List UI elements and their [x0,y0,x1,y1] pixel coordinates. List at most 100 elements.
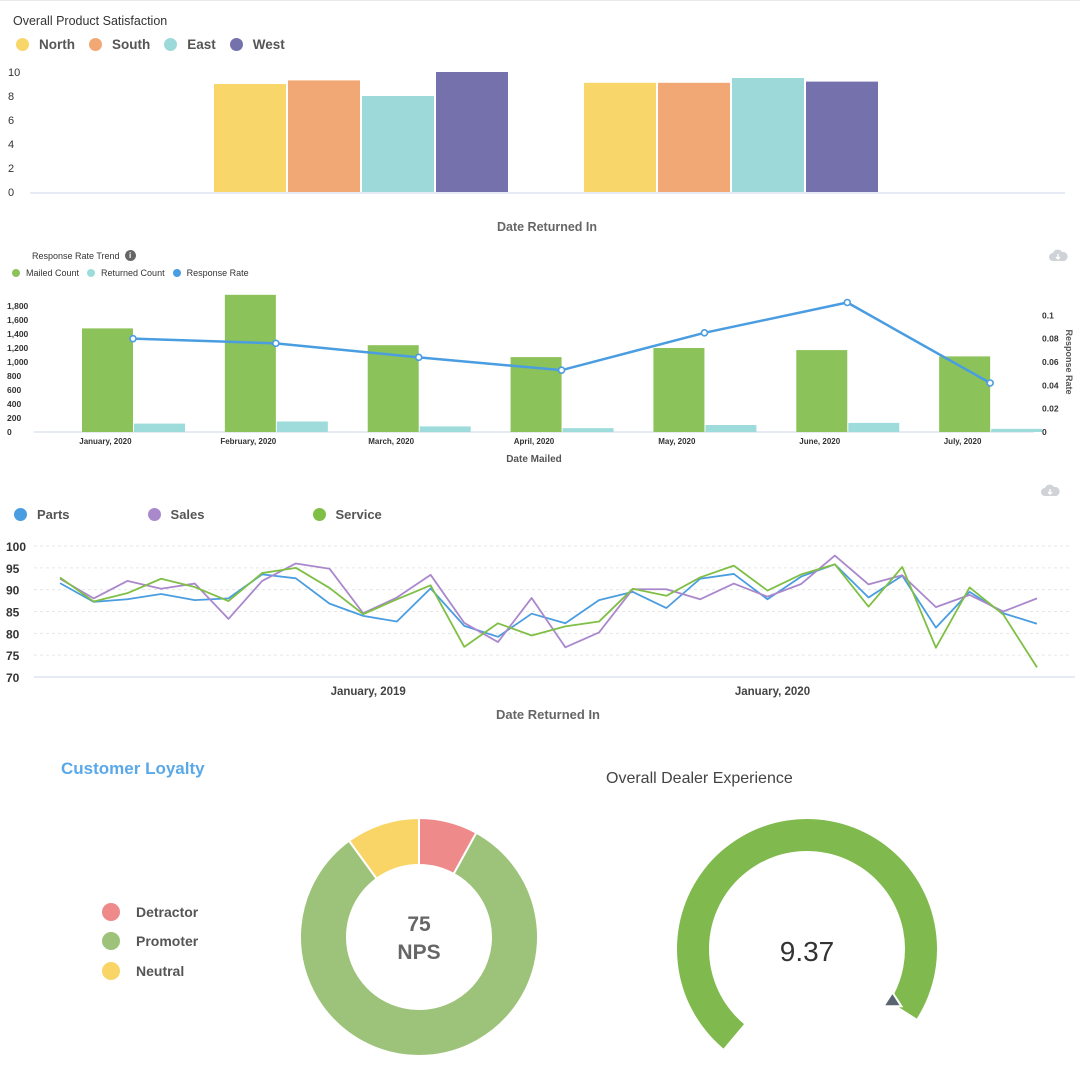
legend-item[interactable]: Response Rate [172,268,249,278]
x-axis-title: Date Returned In [496,707,600,722]
data-point [843,298,852,307]
info-icon[interactable]: i [124,250,136,261]
legend-item[interactable]: Detractor [102,897,198,927]
legend-item[interactable]: Neutral [102,956,198,986]
chart-legend: North South East West [16,37,299,52]
y-tick-label: 85 [6,606,20,620]
bar [796,350,848,432]
response-rate-panel: Response Rate Trend i Mailed Count Return… [0,240,1080,475]
bar [705,425,757,432]
y-tick-label: 600 [7,385,21,395]
legend-label: South [112,37,151,52]
y-tick-label: 90 [6,584,20,598]
legend-item[interactable]: West [229,37,285,52]
legend-marker [16,38,29,51]
nps-value: 75 [407,913,431,936]
bar [436,72,508,192]
cloud-download-icon[interactable] [1048,248,1068,262]
y-right-axis-title: Response Rate [1064,329,1074,394]
legend-marker [147,508,161,521]
data-point [986,379,994,387]
bar [584,82,656,192]
bar [562,428,614,432]
legend-label: Promoter [136,933,199,950]
bar [419,426,471,432]
x-tick-label: May, 2020 [658,437,696,446]
pie-slice [347,816,420,881]
legend-item[interactable]: East [164,37,216,52]
series-line [59,554,1038,649]
bar [224,294,276,432]
legend-marker [172,269,181,277]
legend-marker [102,902,120,921]
y-tick-label: 95 [6,562,20,576]
bar [82,328,133,432]
legend-item[interactable]: Parts [14,507,70,522]
legend-item[interactable]: Promoter [102,927,198,957]
legend-item[interactable]: Service [312,507,382,522]
gauge-arc [677,819,937,1049]
y-tick-label: 0 [8,187,14,199]
legend-label: Response Rate [186,268,249,278]
product-satisfaction-panel: Overall Product Satisfaction North South E… [0,0,1080,240]
loyalty-experience-panel: Customer Loyalty Overall Dealer Experien… [0,735,1080,1080]
gauge-marker [881,990,904,1008]
legend-marker [102,932,120,951]
bar-chart: 0 2 4 6 8 10 Date Returned In [8,67,1065,234]
x-tick-label: June, 2020 [799,437,840,446]
legend-item[interactable]: South [89,37,150,52]
data-point [700,329,709,337]
y-tick-label: 4 [8,139,14,151]
gauge-value: 9.37 [780,936,835,967]
cloud-download-icon[interactable] [1040,483,1060,497]
pie-legend: Detractor Promoter Neutral [102,897,198,986]
x-axis-title: Date Mailed [506,454,562,465]
legend-item[interactable]: Sales [147,507,205,522]
bar [214,84,286,192]
legend-marker [164,38,178,51]
y-tick-label: 800 [7,371,21,381]
legend-label: Parts [37,507,70,522]
nps-label: NPS [397,941,440,964]
y-tick-label: 70 [6,671,20,685]
x-axis-title: Date Returned In [497,220,597,234]
bar [991,428,1043,432]
x-tick-label: January, 2019 [331,686,406,698]
bar [362,96,434,192]
y-tick-label: 1,800 [7,301,29,311]
legend-label: Neutral [136,962,185,979]
x-tick-label: January, 2020 [79,437,132,446]
legend-label: Sales [170,507,205,522]
y-tick-label: 0 [7,427,12,437]
y-right-tick-label: 0.02 [1042,404,1059,414]
y-tick-label: 6 [8,115,14,127]
bar [658,82,730,192]
y-tick-label: 200 [7,413,21,423]
bar [732,78,804,192]
legend-item[interactable]: North [16,37,75,52]
legend-label: Detractor [136,903,199,920]
y-right-tick-label: 0.08 [1042,334,1059,344]
y-tick-label: 80 [6,627,20,641]
legend-marker [102,961,120,980]
bar [848,422,900,432]
department-trend-panel: Parts Sales Service 70 75 80 85 90 95 100 January… [0,475,1080,730]
chart-legend: Parts Sales Service [14,507,382,522]
legend-item[interactable]: Mailed Count [12,268,79,278]
x-tick-label: February, 2020 [220,437,276,446]
y-tick-label: 100 [6,540,26,554]
legend-marker [14,508,27,521]
bar [367,345,419,432]
y-tick-label: 1,200 [7,343,29,353]
x-tick-label: July, 2020 [944,437,982,446]
y-tick-label: 1,400 [7,329,29,339]
legend-label: Service [335,507,382,522]
y-tick-label: 1,600 [7,315,29,325]
legend-item[interactable]: Returned Count [87,268,165,278]
y-tick-label: 10 [8,67,20,79]
legend-label: North [39,37,75,52]
legend-marker [87,269,96,277]
chart-legend: Mailed Count Returned Count Response Rate [12,268,257,278]
series-line [59,563,1038,668]
data-point [557,366,566,374]
